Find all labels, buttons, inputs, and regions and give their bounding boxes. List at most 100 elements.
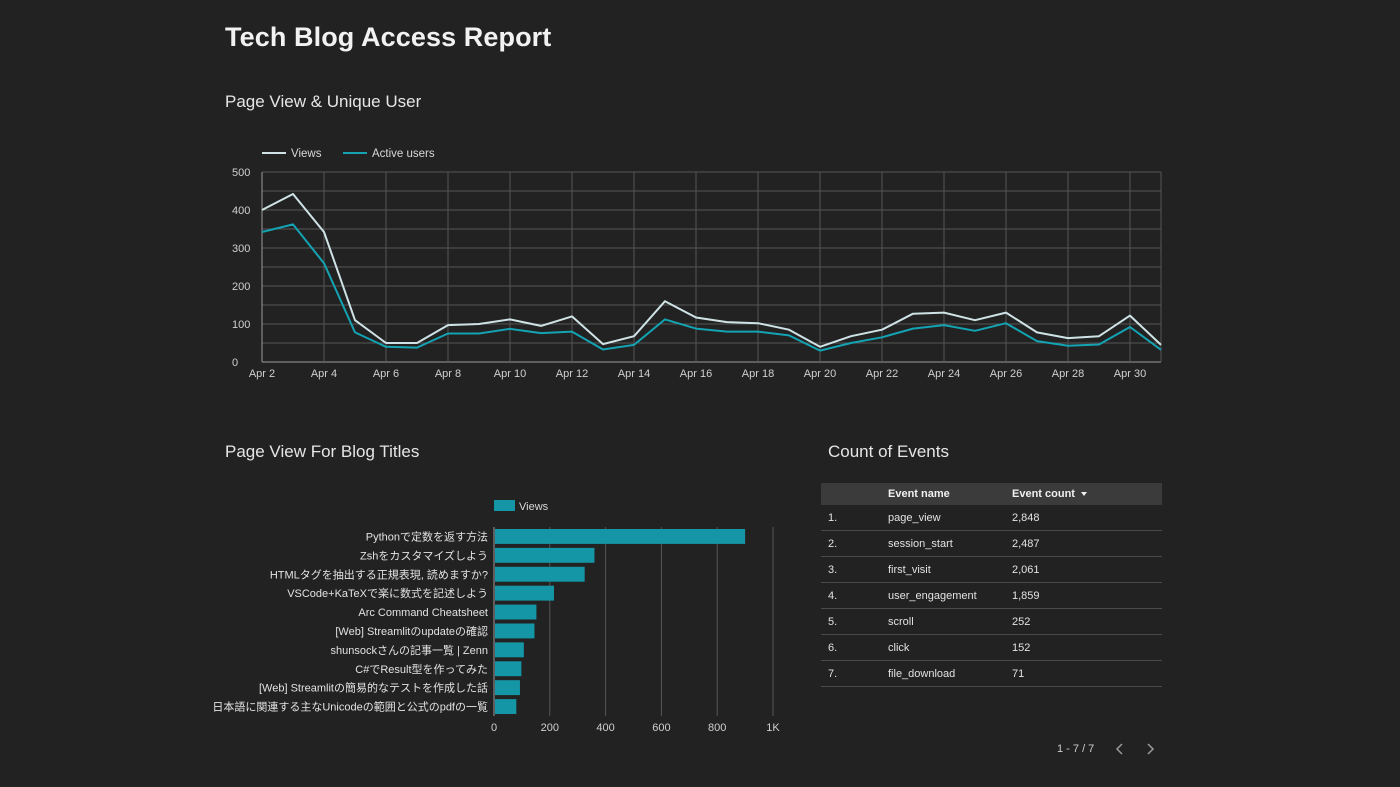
row-rank: 4. [821,582,888,609]
x-tick-label: 200 [541,722,559,734]
bar [495,680,520,696]
series-line-views [261,193,1162,348]
row-event-name: session_start [888,530,1012,557]
line-chart-title: Page View & Unique User [225,92,422,111]
row-event-count: 252 [1012,608,1162,635]
row-rank: 1. [821,505,888,531]
table-row[interactable]: 1. page_view 2,848 [821,505,1162,531]
x-tick-label: Apr 30 [1114,368,1146,380]
table-row[interactable]: 7. file_download 71 [821,660,1162,687]
bar [495,529,746,544]
bar-category-label: Zshをカスタマイズしよう [360,548,488,562]
y-tick-label: 0 [232,357,238,369]
bar-category-label: [Web] Streamlitの簡易的なテストを作成した話 [259,681,488,695]
x-tick-label: Apr 10 [494,368,526,380]
bar-category-label: shunsockさんの記事一覧 | Zenn [330,643,488,657]
table-row[interactable]: 5. scroll 252 [821,608,1162,635]
event-name-header[interactable]: Event name [888,483,1012,505]
bar [495,661,522,677]
event-count-header-label: Event count [1012,488,1075,500]
row-event-name: scroll [888,608,1012,635]
table-row[interactable]: 6. click 152 [821,634,1162,661]
x-tick-label: 0 [491,722,497,734]
next-page-button[interactable] [1142,741,1158,757]
bar [495,604,537,620]
bar [495,642,524,658]
chevron-left-icon [1116,743,1123,755]
x-tick-label: Apr 22 [866,368,898,380]
x-tick-label: Apr 2 [249,368,275,380]
table-row[interactable]: 3. first_visit 2,061 [821,556,1162,583]
bar [495,585,554,601]
row-event-count: 152 [1012,634,1162,661]
row-event-count: 1,859 [1012,582,1162,609]
x-tick-label: Apr 4 [311,368,337,380]
bar-category-label: [Web] Streamlitのupdateの確認 [335,624,488,638]
row-rank: 5. [821,608,888,635]
prev-page-button[interactable] [1112,741,1128,757]
row-event-count: 2,487 [1012,530,1162,557]
x-tick-label: Apr 28 [1052,368,1084,380]
y-tick-label: 500 [232,167,250,179]
row-event-name: first_visit [888,556,1012,583]
row-event-name: file_download [888,660,1012,687]
table-title: Count of Events [828,442,949,461]
bar-category-label: C#でResult型を作ってみた [355,662,488,676]
x-tick-label: Apr 14 [618,368,650,380]
row-rank: 6. [821,634,888,661]
row-event-name: click [888,634,1012,661]
page-title: Tech Blog Access Report [225,22,552,52]
sort-descending-icon [1080,492,1087,497]
events-table: Event name Event count 1. page_view 2,848 2… [821,483,1162,687]
bar-category-label: VSCode+KaTeXで楽に数式を記述しよう [287,586,488,600]
bar [495,547,595,563]
x-tick-label: 1K [766,722,780,734]
x-tick-label: Apr 12 [556,368,588,380]
row-rank: 3. [821,556,888,583]
bar [495,566,585,582]
x-tick-label: 600 [652,722,670,734]
bar-category-label: HTMLタグを抽出する正規表現, 読めますか? [270,567,488,581]
x-tick-label: Apr 26 [990,368,1022,380]
x-tick-label: Apr 24 [928,368,960,380]
table-header-row: Event name Event count [821,483,1162,505]
row-event-count: 2,848 [1012,505,1162,531]
y-tick-label: 100 [232,319,250,331]
x-tick-label: Apr 18 [742,368,774,380]
legend-label: Active users [372,148,435,160]
chevron-right-icon [1147,743,1155,755]
pagination: 1 - 7 / 7 [1057,741,1172,757]
row-event-name: user_engagement [888,582,1012,609]
event-count-header[interactable]: Event count [1012,483,1162,505]
bar-chart: 0 200 400 600 800 1K Pythonで定数を返す方法 Zshをカスタマイズし… [212,500,780,734]
bar [495,699,517,714]
series-line-active-users [261,223,1162,352]
table-row[interactable]: 2. session_start 2,487 [821,530,1162,557]
x-tick-label: 800 [708,722,726,734]
x-tick-label: Apr 6 [373,368,399,380]
bar-category-label: 日本語に関連する主なUnicodeの範囲と公式のpdfの一覧 [212,700,488,714]
y-tick-label: 400 [232,205,250,217]
row-event-count: 2,061 [1012,556,1162,583]
row-event-count: 71 [1012,660,1162,687]
x-tick-label: Apr 8 [435,368,461,380]
legend-label: Views [291,148,322,160]
bar-chart-title: Page View For Blog Titles [225,442,420,461]
row-rank: 2. [821,530,888,557]
bar [495,623,535,639]
legend-label: Views [519,501,549,513]
rank-header [821,483,888,505]
bar-category-label: Pythonで定数を返す方法 [366,529,488,543]
pagination-label: 1 - 7 / 7 [1057,743,1095,755]
row-event-name: page_view [888,505,1012,531]
row-rank: 7. [821,660,888,687]
line-chart: 0 100 200 300 400 500 Apr 2 Apr 4 Apr 6 Apr 8 Apr … [232,148,1162,380]
legend-swatch [494,500,515,511]
x-tick-label: Apr 20 [804,368,836,380]
y-tick-label: 200 [232,281,250,293]
x-tick-label: Apr 16 [680,368,712,380]
y-tick-label: 300 [232,243,250,255]
bar-category-label: Arc Command Cheatsheet [358,607,488,619]
x-tick-label: 400 [596,722,614,734]
table-row[interactable]: 4. user_engagement 1,859 [821,582,1162,609]
